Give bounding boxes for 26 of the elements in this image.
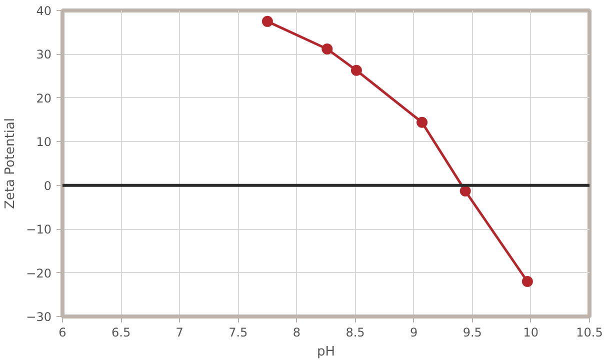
y-tick-label: 20 [36, 91, 52, 106]
point [460, 186, 471, 197]
y-axis-title: Zeta Potential [3, 118, 18, 210]
x-tick-label: 10.5 [576, 326, 603, 340]
y-tick-label: 0 [44, 178, 52, 193]
y-tick-label: −30 [26, 310, 52, 324]
x-tick-label: 7 [176, 326, 184, 340]
x-tick-label: 9 [410, 326, 418, 340]
y-tick-label: 30 [36, 48, 52, 62]
y-tick-label: 10 [36, 135, 52, 150]
y-tick-label: 40 [36, 4, 52, 18]
point [522, 276, 533, 288]
point [262, 16, 273, 27]
x-tick-label: 7.5 [228, 326, 248, 340]
x-axis-title: pH [316, 344, 336, 360]
point [416, 116, 428, 128]
point [322, 43, 333, 54]
x-tick-label: 8 [292, 326, 301, 340]
point [350, 64, 362, 76]
y-tick-label: −20 [26, 266, 52, 280]
x-tick-label: 8.5 [346, 326, 365, 340]
x-tick-label: 9.5 [462, 326, 482, 340]
x-tick-label: 6.5 [112, 326, 131, 340]
x-tick-label: 6 [58, 326, 66, 340]
y-tick-label: −10 [26, 222, 52, 237]
x-tick-label: 10 [523, 326, 539, 340]
